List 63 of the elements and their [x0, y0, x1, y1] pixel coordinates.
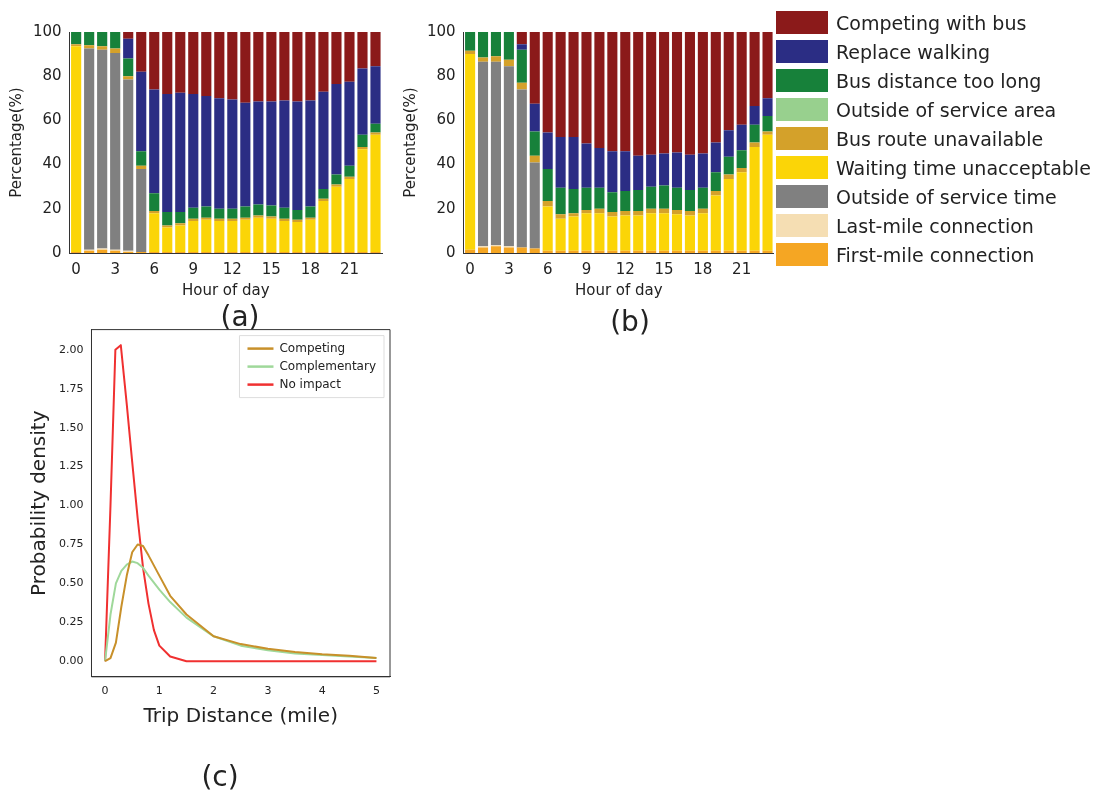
legend-label: Last-mile connection [836, 214, 1034, 237]
y-tick-label: 80 [436, 66, 456, 85]
y-tick-label: 40 [436, 154, 456, 173]
y-tick-label: 0.00 [58, 654, 84, 668]
y-tick-label: 100 [32, 21, 62, 40]
text: (b) [609, 305, 651, 338]
text: (c) [200, 760, 240, 793]
y-tick-label: 60 [436, 110, 456, 129]
x-axis-title: Trip Distance (mile) [142, 703, 338, 728]
legend-label: Outside of service area [836, 98, 1057, 121]
legend-label: Waiting time unacceptable [836, 156, 1091, 179]
x-tick-label: 0 [465, 259, 475, 278]
x-tick-label: 15 [261, 259, 281, 278]
y-tick-label: 40 [42, 154, 62, 173]
legend-label: Competing with bus [836, 11, 1027, 34]
x-tick-label: 2 [210, 684, 218, 698]
x-tick-label: 12 [222, 259, 242, 278]
y-tick-label: 80 [42, 66, 62, 85]
x-tick-label: 6 [542, 259, 553, 278]
legend-label: Bus distance too long [836, 69, 1042, 92]
x-tick-label: 5 [372, 684, 380, 698]
x-axis-title: Hour of day [574, 280, 663, 299]
legend-label: Complementary [279, 358, 376, 373]
y-tick-label: 60 [42, 110, 62, 129]
x-tick-label: 3 [110, 259, 120, 278]
y-axis-title: Percentage(%) [6, 87, 25, 198]
y-tick-label: 0 [52, 242, 62, 261]
y-tick-label: 1.00 [58, 498, 84, 512]
x-tick-label: 12 [615, 259, 635, 278]
y-axis-title: Probability density [26, 410, 51, 596]
x-tick-label: 9 [188, 259, 199, 278]
y-tick-label: 0.50 [58, 576, 84, 590]
x-tick-label: 21 [732, 259, 752, 278]
y-tick-label: 1.50 [58, 420, 84, 434]
y-axis-title: Percentage(%) [400, 87, 419, 198]
x-tick-label: 1 [155, 684, 163, 698]
annotation: (a) [219, 300, 261, 333]
y-tick-label: 20 [436, 198, 456, 217]
legend-label: Replace walking [836, 40, 991, 63]
legend-label: Competing [279, 340, 346, 355]
x-tick-label: 4 [318, 684, 326, 698]
x-tick-label: 21 [339, 259, 360, 278]
x-tick-label: 3 [504, 259, 514, 278]
x-tick-label: 3 [264, 684, 272, 698]
x-tick-label: 15 [654, 259, 674, 278]
x-tick-label: 6 [149, 259, 159, 278]
y-tick-label: 0.25 [58, 615, 84, 629]
y-tick-label: 0 [446, 242, 456, 261]
y-tick-label: 2.00 [58, 342, 84, 356]
y-tick-label: 100 [426, 21, 456, 40]
y-tick-label: 1.25 [58, 459, 84, 473]
x-tick-label: 9 [581, 259, 592, 278]
x-tick-label: 0 [101, 684, 109, 698]
x-axis-title: Hour of day [181, 280, 270, 299]
x-tick-label: 18 [693, 259, 713, 278]
y-tick-label: 20 [42, 198, 62, 217]
legend-label: No impact [279, 376, 342, 391]
x-tick-label: 18 [300, 259, 320, 278]
legend-label: Bus route unavailable [836, 127, 1044, 150]
y-tick-label: 1.75 [58, 381, 84, 395]
legend-label: Outside of service time [836, 185, 1057, 208]
y-tick-label: 0.75 [58, 537, 84, 551]
legend-label: First-mile connection [836, 243, 1035, 266]
